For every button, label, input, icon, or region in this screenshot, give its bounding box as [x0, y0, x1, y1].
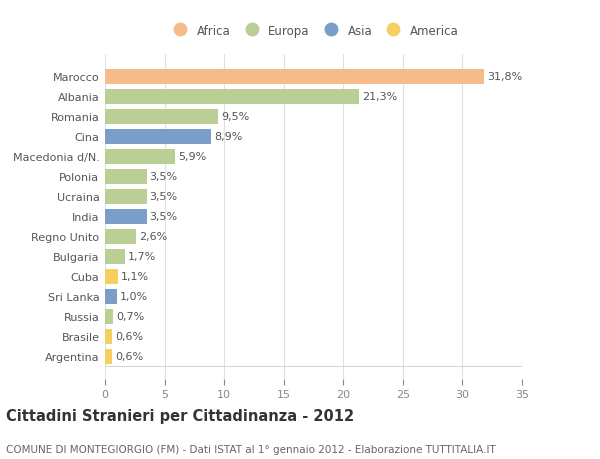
Text: 5,9%: 5,9%: [178, 152, 206, 162]
Text: 9,5%: 9,5%: [221, 112, 250, 122]
Bar: [105, 150, 175, 164]
Text: COMUNE DI MONTEGIORGIO (FM) - Dati ISTAT al 1° gennaio 2012 - Elaborazione TUTTI: COMUNE DI MONTEGIORGIO (FM) - Dati ISTAT…: [6, 444, 496, 454]
Text: 1,7%: 1,7%: [128, 252, 157, 262]
Bar: [105, 70, 484, 85]
Text: Cittadini Stranieri per Cittadinanza - 2012: Cittadini Stranieri per Cittadinanza - 2…: [6, 408, 354, 423]
Text: 3,5%: 3,5%: [149, 192, 178, 202]
Bar: [105, 129, 211, 145]
Text: 31,8%: 31,8%: [487, 72, 522, 82]
Bar: [105, 230, 136, 244]
Bar: [105, 90, 359, 105]
Bar: [105, 249, 125, 264]
Bar: [105, 329, 112, 344]
Text: 3,5%: 3,5%: [149, 212, 178, 222]
Bar: [105, 309, 113, 324]
Text: 2,6%: 2,6%: [139, 232, 167, 242]
Text: 0,7%: 0,7%: [116, 312, 145, 322]
Text: 0,6%: 0,6%: [115, 352, 143, 362]
Text: 3,5%: 3,5%: [149, 172, 178, 182]
Text: 21,3%: 21,3%: [362, 92, 397, 102]
Bar: [105, 349, 112, 364]
Bar: [105, 269, 118, 284]
Text: 0,6%: 0,6%: [115, 331, 143, 341]
Text: 1,0%: 1,0%: [120, 291, 148, 302]
Bar: [105, 110, 218, 125]
Bar: [105, 190, 147, 204]
Bar: [105, 209, 147, 224]
Text: 1,1%: 1,1%: [121, 272, 149, 282]
Bar: [105, 289, 117, 304]
Bar: [105, 169, 147, 185]
Text: 8,9%: 8,9%: [214, 132, 242, 142]
Legend: Africa, Europa, Asia, America: Africa, Europa, Asia, America: [166, 22, 461, 40]
